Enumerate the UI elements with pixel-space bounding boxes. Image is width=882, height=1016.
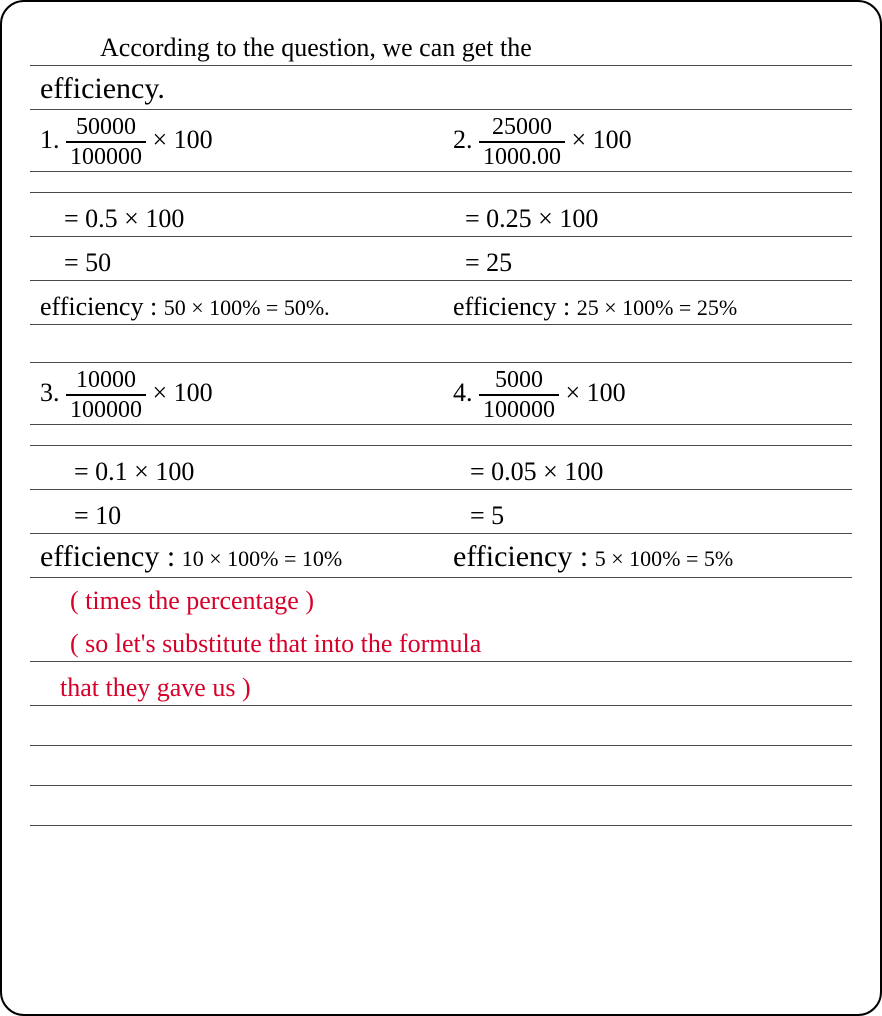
row-p1p2-step1: = 0.5 × 100 = 0.25 × 100 bbox=[30, 193, 852, 237]
p1-step1: = 0.5 × 100 bbox=[40, 203, 445, 234]
row-p3p4-frac: 3. 10000 100000 × 100 4. 5000 100000 × 1… bbox=[30, 363, 852, 425]
p4-frac-cell: 4. 5000 100000 × 100 bbox=[433, 368, 846, 422]
p2-frac-cell: 2. 25000 1000.00 × 100 bbox=[433, 115, 846, 169]
annot-text-2: ( so let's substitute that into the form… bbox=[40, 628, 481, 659]
row-p3p4-eff: efficiency : 10 × 100% = 10% efficiency … bbox=[30, 534, 852, 578]
p3-eff: efficiency : 10 × 100% = 10% bbox=[40, 539, 433, 575]
p3-label: 3. bbox=[40, 378, 60, 407]
p3-num: 10000 bbox=[66, 368, 146, 396]
p4-label: 4. bbox=[453, 378, 473, 407]
p4-step2: = 5 bbox=[450, 500, 846, 531]
p4-eff: efficiency : 5 × 100% = 5% bbox=[433, 539, 846, 575]
p1-eff-label: efficiency : bbox=[40, 292, 157, 321]
p4-num: 5000 bbox=[479, 368, 559, 396]
row-p1p2-step2: = 50 = 25 bbox=[30, 237, 852, 281]
row-p3p4-step1: = 0.1 × 100 = 0.05 × 100 bbox=[30, 446, 852, 490]
intro-line-1: According to the question, we can get th… bbox=[30, 22, 852, 66]
p3-den: 100000 bbox=[66, 396, 146, 422]
p4-fraction: 5000 100000 bbox=[479, 368, 559, 422]
p4-eff-label: efficiency : bbox=[453, 540, 588, 573]
blank-line-4 bbox=[30, 786, 852, 826]
p4-mult: × 100 bbox=[566, 378, 626, 407]
p3-fraction: 10000 100000 bbox=[66, 368, 146, 422]
p2-eff-label: efficiency : bbox=[453, 292, 570, 321]
annot-line-2: ( so let's substitute that into the form… bbox=[30, 618, 852, 662]
annot-line-1: ( times the percentage ) bbox=[30, 578, 852, 618]
p3-eff-label: efficiency : bbox=[40, 540, 175, 573]
p3-mult: × 100 bbox=[153, 378, 213, 407]
blank-line-1 bbox=[30, 325, 852, 363]
p1-mult: × 100 bbox=[153, 125, 213, 154]
row-p1p2-frac: 1. 50000 100000 × 100 2. 25000 1000.00 ×… bbox=[30, 110, 852, 172]
p2-eff: efficiency : 25 × 100% = 25% bbox=[433, 291, 846, 322]
intro-line-2: efficiency. bbox=[30, 66, 852, 110]
p1-eff: efficiency : 50 × 100% = 50%. bbox=[40, 291, 433, 322]
p1-fraction: 50000 100000 bbox=[66, 115, 146, 169]
p2-eff-expr: 25 × 100% = 25% bbox=[577, 295, 737, 320]
annot-text-3: that they gave us ) bbox=[40, 672, 251, 703]
intro-text-2: efficiency. bbox=[40, 71, 165, 107]
p4-den: 100000 bbox=[479, 396, 559, 422]
p2-label: 2. bbox=[453, 125, 473, 154]
notebook-page: According to the question, we can get th… bbox=[0, 0, 882, 1016]
p1-eff-expr: 50 × 100% = 50%. bbox=[164, 295, 330, 320]
intro-text-1: According to the question, we can get th… bbox=[100, 32, 532, 63]
row-p1p2-eff: efficiency : 50 × 100% = 50%. efficiency… bbox=[30, 281, 852, 325]
p3-step2: = 10 bbox=[40, 500, 450, 531]
p2-den: 1000.00 bbox=[479, 143, 565, 169]
row-p3p4-step2: = 10 = 5 bbox=[30, 490, 852, 534]
blank-line-3 bbox=[30, 746, 852, 786]
p1-label: 1. bbox=[40, 125, 60, 154]
p2-num: 25000 bbox=[479, 115, 565, 143]
p2-step2: = 25 bbox=[445, 247, 846, 278]
p4-step1: = 0.05 × 100 bbox=[450, 456, 846, 487]
p3-step1: = 0.1 × 100 bbox=[40, 456, 450, 487]
p1-frac-cell: 1. 50000 100000 × 100 bbox=[40, 115, 433, 169]
annot-line-3: that they gave us ) bbox=[30, 662, 852, 706]
spacer-2 bbox=[30, 425, 852, 446]
blank-line-2 bbox=[30, 706, 852, 746]
p2-step1: = 0.25 × 100 bbox=[445, 203, 846, 234]
p4-eff-expr: 5 × 100% = 5% bbox=[595, 546, 733, 571]
spacer-1 bbox=[30, 172, 852, 193]
p1-den: 100000 bbox=[66, 143, 146, 169]
p3-eff-expr: 10 × 100% = 10% bbox=[182, 546, 342, 571]
annot-text-1: ( times the percentage ) bbox=[40, 585, 314, 616]
p1-step2: = 50 bbox=[40, 247, 445, 278]
p3-frac-cell: 3. 10000 100000 × 100 bbox=[40, 368, 433, 422]
p1-num: 50000 bbox=[66, 115, 146, 143]
p2-fraction: 25000 1000.00 bbox=[479, 115, 565, 169]
p2-mult: × 100 bbox=[572, 125, 632, 154]
